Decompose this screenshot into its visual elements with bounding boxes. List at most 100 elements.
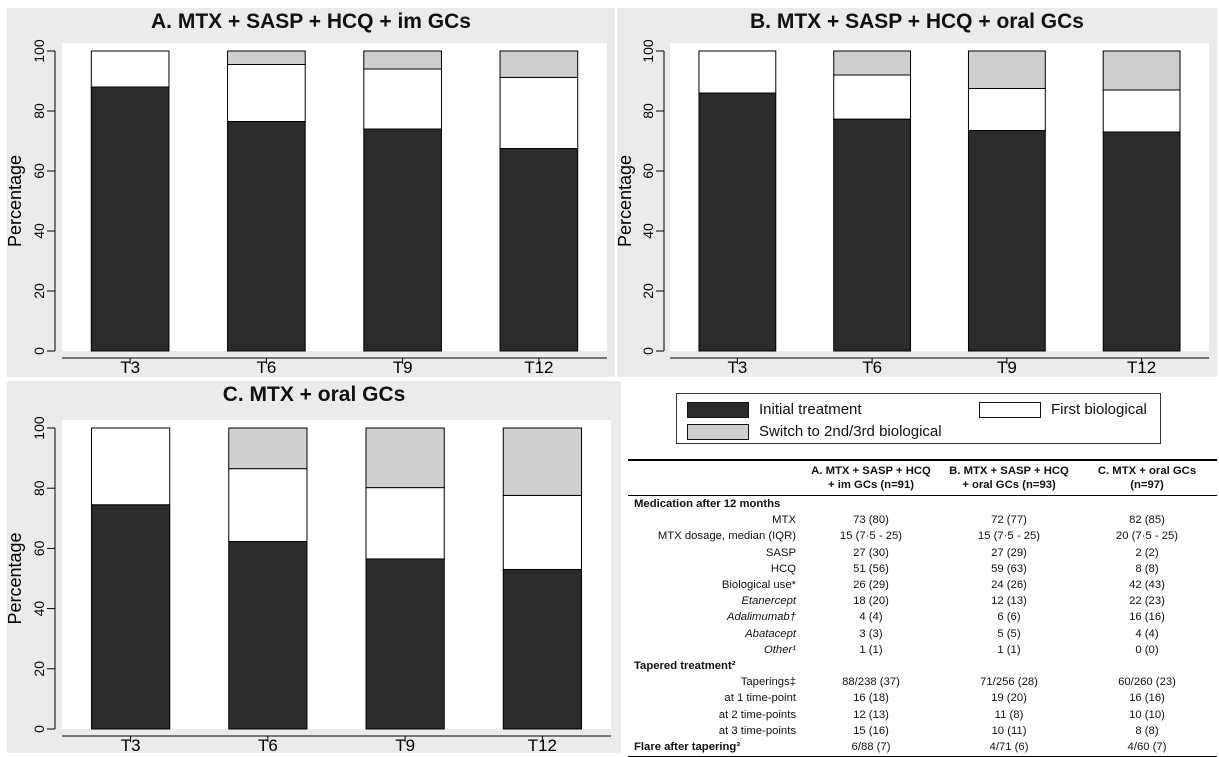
table-header-a: A. MTX + SASP + HCQ + im GCs (n=91)	[802, 464, 940, 492]
table-body: Medication after 12 months MTX 73 (80) 72 (…	[628, 496, 1217, 755]
table-row: HCQ 51 (56) 59 (63) 8 (8)	[628, 561, 1217, 577]
table-cell-b: 24 (26)	[991, 579, 1027, 592]
legend-swatch-initial	[687, 401, 749, 418]
bar-segment	[833, 74, 912, 120]
chart-title: C. MTX + oral GCs	[222, 383, 406, 406]
table-cell-a: 1 (1)	[859, 643, 883, 656]
bar-segment	[502, 427, 582, 496]
table-cell-a: 26 (29)	[853, 579, 889, 592]
table-cell-a: 6/88 (7)	[851, 740, 891, 753]
chart-panel-b: B. MTX + SASP + HCQ + oral GCs 0 20 40 60 80…	[615, 8, 1217, 377]
table-row-label: Flare after tapering³	[634, 740, 741, 753]
bar-segment	[91, 427, 171, 506]
chart-panel-a: A. MTX + SASP + HCQ + im GCs 0 20 40 60 80 10…	[5, 8, 615, 377]
table-cell-a: 4 (4)	[859, 611, 883, 624]
x-tick-label: T9	[997, 358, 1017, 377]
table-cell-b: 10 (11)	[991, 724, 1027, 737]
chart-panel-c: C. MTX + oral GCs 0 20 40 60 80 100 Percentage…	[5, 381, 621, 755]
y-tick-label: 0	[31, 347, 47, 355]
table-cell-b: 1 (1)	[997, 643, 1021, 656]
stacked-bar-chart-c: 0 20 40 60 80 100 Percentage T3 T6 T9 T12	[5, 416, 611, 755]
bar-segment	[499, 76, 579, 149]
table-row: Etanercept 18 (20) 12 (13) 22 (23)	[628, 593, 1217, 609]
table-row: SASP 27 (30) 27 (29) 2 (2)	[628, 545, 1217, 561]
table-row-label: at 1 time-point	[724, 692, 796, 705]
legend-item-first: First biological	[979, 401, 1147, 418]
bar-segment	[363, 128, 442, 352]
table-row-label: HCQ	[770, 562, 796, 575]
x-tick-label: T3	[121, 736, 141, 755]
table-row-label: SASP	[765, 546, 796, 559]
bar-segment	[967, 130, 1046, 352]
table-cell-c: 10 (10)	[1129, 708, 1165, 721]
header-line: + im GCs (n=91)	[827, 479, 914, 491]
bar-segment	[1102, 89, 1181, 133]
bar-segment	[499, 50, 579, 78]
bar-segment	[833, 50, 912, 76]
bar-segment	[1102, 131, 1181, 352]
table-row: MTX 73 (80) 72 (77) 82 (85)	[628, 512, 1217, 528]
chart-title: B. MTX + SASP + HCQ + oral GCs	[750, 10, 1084, 33]
bar-segment	[365, 558, 445, 730]
y-tick-label: 100	[31, 39, 47, 63]
bar-segment	[833, 118, 912, 352]
table-cell-b: 4/71 (6)	[989, 740, 1029, 753]
bar-segment	[502, 568, 582, 730]
y-tick-label: 60	[31, 540, 47, 556]
table-cell-c: 16 (16)	[1129, 611, 1165, 624]
header-line: B. MTX + SASP + HCQ	[949, 465, 1069, 477]
y-tick-label: 20	[640, 283, 656, 299]
table-cell-c: 2 (2)	[1135, 546, 1159, 559]
table-row: Biological use* 26 (29) 24 (26) 42 (43)	[628, 577, 1217, 593]
bar-segment	[698, 92, 777, 352]
table-row: Flare after tapering³ 6/88 (7) 4/71 (6) 4/6…	[628, 739, 1217, 755]
table-section-row: Medication after 12 months	[628, 496, 1217, 512]
table-section-row: Tapered treatment²	[628, 658, 1217, 674]
bar-segment	[228, 540, 308, 730]
table-cell-c: 22 (23)	[1129, 595, 1165, 608]
table-cell-a: 15 (7·5 - 25)	[839, 530, 903, 543]
y-tick-label: 60	[640, 163, 656, 179]
table-cell-b: 12 (13)	[991, 595, 1027, 608]
header-line: A. MTX + SASP + HCQ	[811, 465, 931, 477]
bar-segment	[90, 50, 170, 88]
legend-label: First biological	[1051, 401, 1147, 418]
table-section-label: Medication after 12 months	[634, 498, 781, 511]
table-cell-b: 27 (29)	[991, 546, 1027, 559]
table-row-label: MTX dosage, median (IQR)	[657, 530, 796, 543]
table-row-label: Adalimumab†	[726, 611, 796, 624]
y-tick-label: 20	[31, 283, 47, 299]
bar-segment	[228, 468, 308, 542]
y-tick-label: 40	[31, 601, 47, 617]
bar-segment	[502, 494, 582, 570]
table-top-rule	[628, 459, 1217, 461]
table-row-label: Other¹	[763, 643, 796, 656]
table-row: at 3 time-points 15 (16) 10 (11) 8 (8)	[628, 723, 1217, 739]
table-cell-a: 12 (13)	[853, 708, 889, 721]
table-cell-c: 20 (7·5 - 25)	[1115, 530, 1179, 543]
table-cell-c: 8 (8)	[1135, 724, 1159, 737]
table-section-label: Tapered treatment²	[634, 659, 736, 672]
y-tick-label: 80	[640, 103, 656, 119]
y-axis-label: Percentage	[5, 532, 25, 624]
legend-label: Initial treatment	[759, 401, 862, 418]
table-header-row: A. MTX + SASP + HCQ + im GCs (n=91) B. M…	[628, 461, 1217, 496]
x-tick-label: T3	[727, 358, 747, 377]
y-tick-label: 100	[31, 416, 47, 440]
table-cell-b: 5 (5)	[997, 627, 1021, 640]
x-tick-label: T3	[120, 358, 140, 377]
table-row-label: Etanercept	[741, 595, 796, 608]
table-row: at 2 time-points 12 (13) 11 (8) 10 (10)	[628, 706, 1217, 722]
x-tick-label: T12	[528, 736, 557, 755]
table-header-c: C. MTX + oral GCs (n=97)	[1078, 464, 1216, 492]
table-row-label: at 2 time-points	[718, 708, 796, 721]
y-axis-label: Percentage	[5, 155, 25, 247]
bar-segment	[698, 50, 777, 94]
bar-segment	[227, 64, 306, 122]
table-row-label: Biological use*	[721, 579, 796, 592]
y-tick-label: 80	[31, 480, 47, 496]
y-tick-label: 0	[31, 725, 47, 733]
table-cell-c: 8 (8)	[1135, 562, 1159, 575]
table-cell-b: 19 (20)	[991, 692, 1027, 705]
table-cell-c: 82 (85)	[1129, 514, 1165, 527]
